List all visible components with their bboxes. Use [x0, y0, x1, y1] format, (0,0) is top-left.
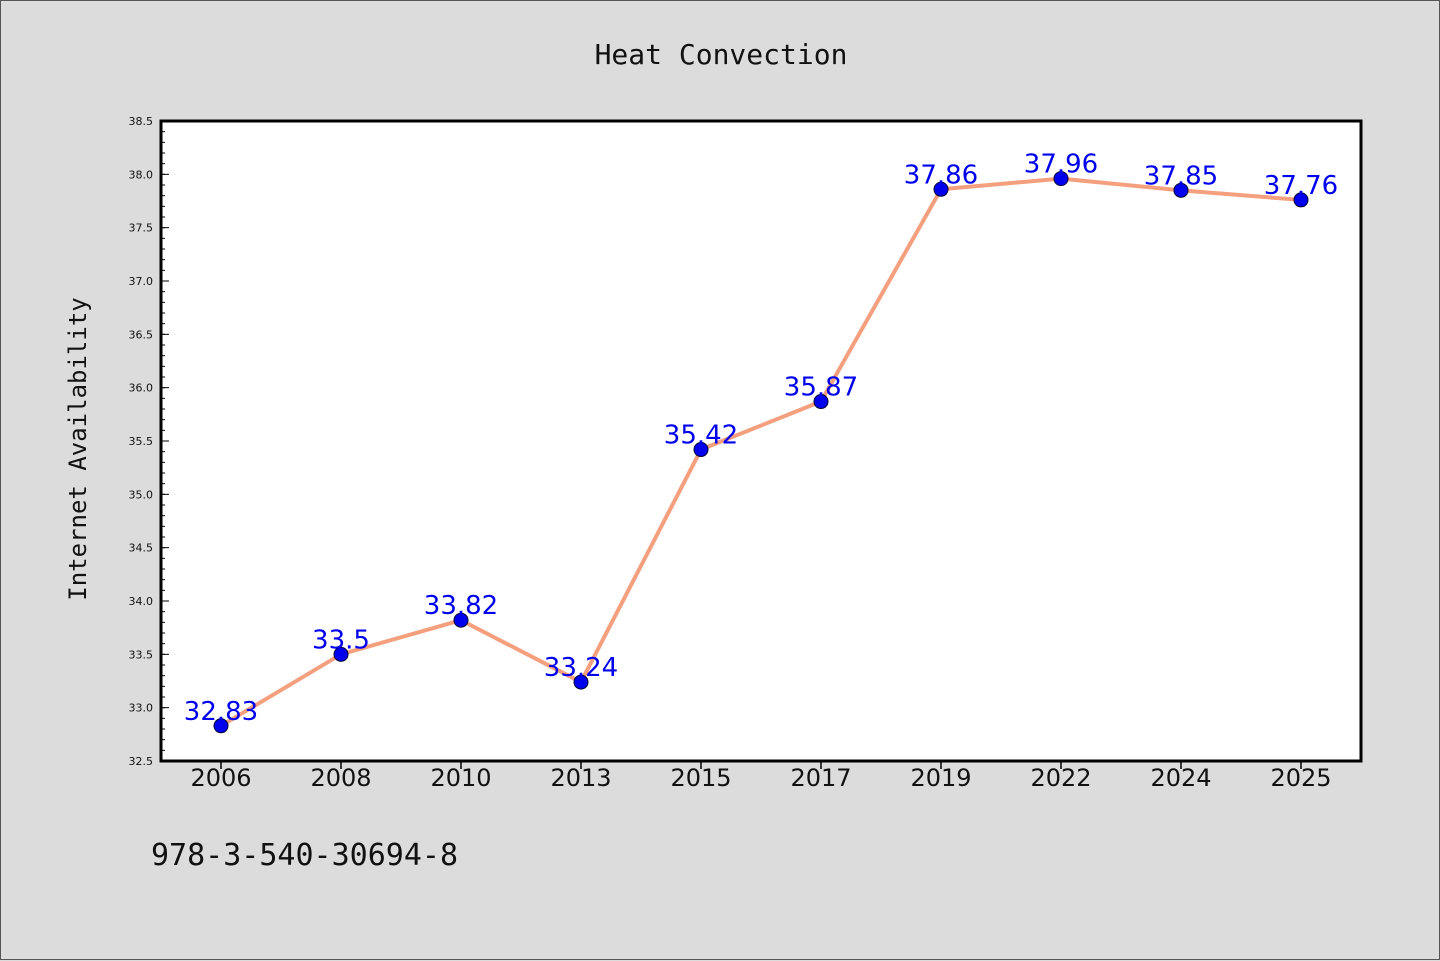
data-label: 37.96 [1024, 150, 1098, 180]
y-tick-label: 33.5 [129, 648, 154, 661]
y-tick-label: 36.5 [129, 328, 154, 341]
x-tick-label: 2024 [1150, 764, 1211, 792]
data-label: 33.24 [544, 653, 618, 683]
data-label: 33.5 [312, 625, 370, 655]
data-point [1173, 182, 1189, 198]
y-tick-label: 33.0 [129, 702, 154, 715]
data-label: 32.83 [184, 697, 258, 727]
y-tick-label: 32.5 [129, 755, 154, 768]
plot-area [161, 121, 1361, 761]
data-point [573, 674, 589, 690]
data-point [1053, 171, 1069, 187]
x-tick-label: 2019 [910, 764, 971, 792]
data-point [1293, 192, 1309, 208]
x-tick-label: 2015 [670, 764, 731, 792]
footnote-isbn: 978-3-540-30694-8 [151, 838, 458, 873]
data-label: 37.86 [904, 160, 978, 190]
y-tick-label: 35.5 [129, 435, 154, 448]
series-layer [213, 171, 1309, 734]
y-axis-label: Internet Availability [64, 297, 92, 600]
data-point [453, 612, 469, 628]
y-tick-label: 37.5 [129, 222, 154, 235]
data-label: 35.87 [784, 373, 858, 403]
data-labels: 32.83 33.5 33.82 33.24 35.42 35.87 37.86 37.96 3… [184, 150, 1338, 727]
chart-title: Heat Convection [595, 38, 848, 71]
y-tick-label: 34.5 [129, 542, 154, 555]
y-tick-label: 34.0 [129, 595, 154, 608]
data-point [693, 442, 709, 458]
x-tick-label: 2006 [190, 764, 251, 792]
y-tick-label: 35.0 [129, 488, 154, 501]
data-point [333, 646, 349, 662]
data-label: 33.82 [424, 591, 498, 621]
data-label: 37.76 [1264, 171, 1338, 201]
data-label: 37.85 [1144, 161, 1218, 191]
data-point [213, 718, 229, 734]
y-tick-label: 37.0 [129, 275, 154, 288]
y-tick-label: 36.0 [129, 382, 154, 395]
data-point [933, 181, 949, 197]
data-point [813, 394, 829, 410]
x-tick-label: 2010 [430, 764, 491, 792]
x-tick-label: 2013 [550, 764, 611, 792]
y-axis: 32.5 33.0 33.5 34.0 34.5 35.0 35.5 36.0 36.5 37.0… [129, 115, 169, 768]
x-tick-label: 2008 [310, 764, 371, 792]
y-tick-label: 38.5 [129, 115, 154, 128]
x-tick-label: 2017 [790, 764, 851, 792]
x-axis: 2006 2008 2010 2013 2015 2017 2019 2022 2024 2025 [190, 761, 1332, 792]
data-label: 35.42 [664, 421, 738, 451]
x-tick-label: 2022 [1030, 764, 1091, 792]
series-line [219, 176, 1302, 728]
plot-border [159, 119, 1363, 763]
y-tick-label: 38.0 [129, 168, 154, 181]
x-tick-label: 2025 [1270, 764, 1331, 792]
